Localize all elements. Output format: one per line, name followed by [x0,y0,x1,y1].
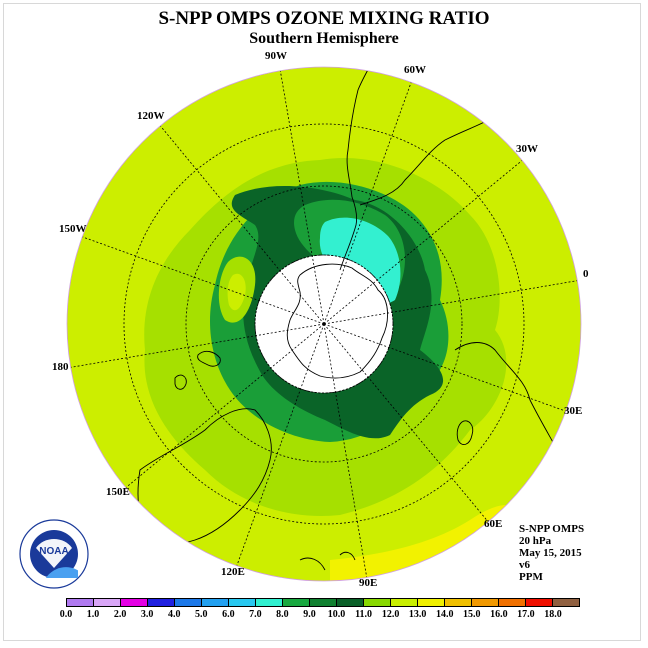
south-pole-marker [322,322,326,326]
antarctic-peninsula [339,196,358,271]
info-date: May 15, 2015 [519,547,582,559]
ozone-contour-island-inner [227,273,246,311]
lon-label-60e: 60E [484,518,503,530]
meridians [67,67,581,581]
colorbar-tick-label: 16.0 [490,609,508,620]
info-level: 20 hPa [519,535,552,547]
lon-label-30w: 30W [516,143,538,155]
map-title: S-NPP OMPS OZONE MIXING RATIO [158,8,490,29]
colorbar-tick-label: 17.0 [517,609,535,620]
colorbar-tick-label: 8.0 [276,609,289,620]
info-version: v6 [519,559,530,571]
colorbar-tick-label: 14.0 [435,609,454,620]
image-frame [3,3,641,641]
colorbar-segment [364,599,391,606]
colorbar-tick-label: 4.0 [167,609,181,620]
colorbar-tick-label: 7.0 [249,609,262,620]
colorbar-tick-label: 18.0 [544,609,562,620]
colorbar-segment [175,599,202,606]
lon-label-0: 0 [583,268,589,280]
map-subtitle: Southern Hemisphere [249,30,399,47]
latitude-circles [123,123,525,525]
colorbar-segment [67,599,94,606]
colorbar-segment [310,599,337,606]
new-zealand-south [197,350,221,367]
new-zealand-north [174,374,187,390]
lon-label-180: 180 [52,361,69,373]
colorbar-tick-label: 12.0 [381,609,400,620]
colorbar [66,598,580,607]
lon-label-150w: 150W [59,223,87,235]
colorbar-tick-label: 11.0 [355,609,373,620]
indonesia-islands [299,551,356,571]
colorbar-segment [229,599,256,606]
colorbar-tick-label: 9.0 [303,609,316,620]
colorbar-segment [148,599,175,606]
colorbar-tick-label: 15.0 [463,609,481,620]
colorbar-tick-label: 5.0 [195,609,208,620]
colorbar-tick-label: 1.0 [86,609,100,620]
noaa-logo: NOAA [19,519,89,589]
lon-label-90w: 90W [265,50,287,62]
colorbar-tick-label: 3.0 [140,609,154,620]
lon-label-120e: 120E [221,566,245,578]
colorbar-segment [94,599,121,606]
colorbar-segment [391,599,418,606]
noaa-logo-text: NOAA [39,546,68,557]
colorbar-segment [121,599,148,606]
info-units: PPM [519,571,543,583]
info-block: S-NPP OMPS 20 hPa May 15, 2015 v6 PPM [519,523,584,583]
colorbar-segment [202,599,229,606]
map-disc-border [66,66,582,582]
south-america-coast [346,67,373,198]
south-america-east-coast [359,119,489,206]
colorbar-tick-label: 6.0 [222,609,235,620]
lon-label-60w: 60W [404,64,426,76]
colorbar-segment [283,599,310,606]
info-instrument: S-NPP OMPS [519,523,585,535]
colorbar-segment [499,599,526,606]
colorbar-segment [526,599,553,606]
lon-label-90e: 90E [359,577,378,589]
colorbar-segment [445,599,472,606]
colorbar-tick-label: 10.0 [327,609,346,620]
ozone-contour-7-8 [319,217,401,305]
colorbar-tick-label: 0.0 [59,609,73,620]
colorbar-segment [337,599,364,606]
lon-label-150e: 150E [106,486,130,498]
colorbar-segment [256,599,283,606]
colorbar-segment [472,599,499,606]
lon-label-120w: 120W [137,110,165,122]
colorbar-tick-label: 2.0 [113,609,127,620]
madagascar [456,420,474,446]
colorbar-segment [418,599,445,606]
colorbar-tick-label: 13.0 [408,609,427,620]
colorbar-segment [553,599,579,606]
lon-label-30e: 30E [564,405,583,417]
antarctica-coast [286,263,388,379]
